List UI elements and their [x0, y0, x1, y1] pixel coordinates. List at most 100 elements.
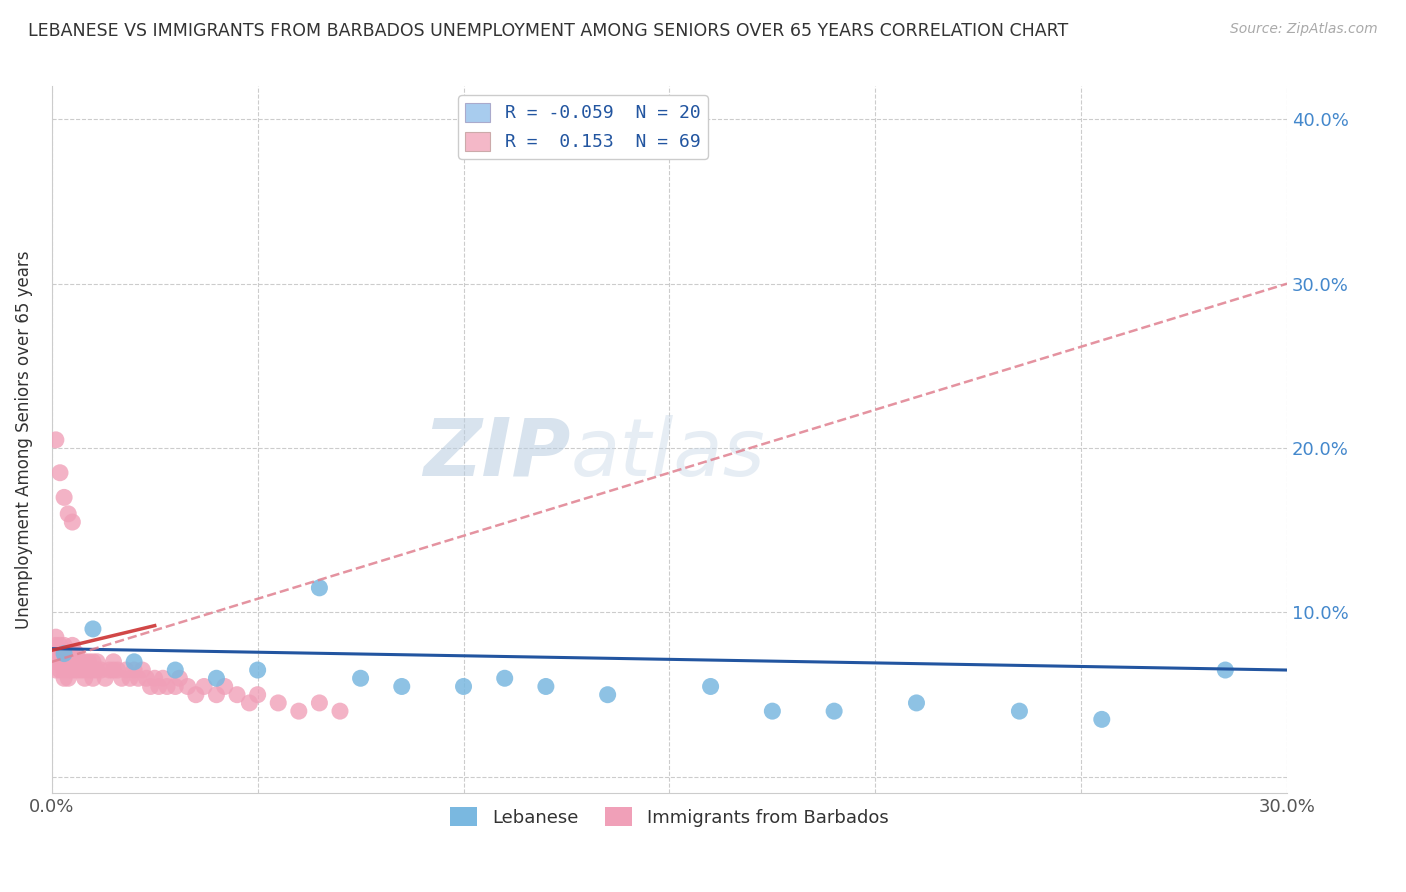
Point: [453, 680, 475, 694]
Point: [193, 680, 215, 694]
Point: [349, 671, 371, 685]
Point: [58, 663, 80, 677]
Point: [329, 704, 352, 718]
Point: [148, 680, 170, 694]
Point: [77, 663, 100, 677]
Point: [267, 696, 290, 710]
Point: [53, 647, 76, 661]
Point: [45, 655, 67, 669]
Point: [45, 630, 67, 644]
Point: [53, 647, 76, 661]
Point: [308, 696, 330, 710]
Point: [131, 663, 153, 677]
Point: [82, 655, 104, 669]
Point: [699, 680, 721, 694]
Point: [1008, 704, 1031, 718]
Point: [94, 671, 117, 685]
Point: [69, 663, 91, 677]
Point: [82, 663, 104, 677]
Point: [58, 647, 80, 661]
Point: [65, 647, 87, 661]
Point: [65, 663, 87, 677]
Point: [45, 663, 67, 677]
Point: [49, 663, 72, 677]
Point: [122, 655, 145, 669]
Point: [53, 671, 76, 685]
Point: [143, 671, 166, 685]
Text: LEBANESE VS IMMIGRANTS FROM BARBADOS UNEMPLOYMENT AMONG SENIORS OVER 65 YEARS CO: LEBANESE VS IMMIGRANTS FROM BARBADOS UNE…: [28, 22, 1069, 40]
Point: [238, 696, 260, 710]
Point: [494, 671, 516, 685]
Point: [169, 671, 191, 685]
Point: [596, 688, 619, 702]
Point: [288, 704, 311, 718]
Point: [49, 655, 72, 669]
Point: [90, 663, 112, 677]
Point: [60, 639, 83, 653]
Text: Source: ZipAtlas.com: Source: ZipAtlas.com: [1230, 22, 1378, 37]
Point: [226, 688, 249, 702]
Point: [391, 680, 413, 694]
Point: [58, 671, 80, 685]
Point: [761, 704, 783, 718]
Point: [152, 671, 174, 685]
Point: [65, 655, 87, 669]
Text: atlas: atlas: [571, 415, 765, 493]
Point: [534, 680, 557, 694]
Point: [823, 704, 845, 718]
Point: [53, 663, 76, 677]
Point: [107, 663, 129, 677]
Point: [905, 696, 928, 710]
Point: [1091, 712, 1114, 726]
Point: [103, 655, 125, 669]
Point: [45, 647, 67, 661]
Point: [214, 680, 236, 694]
Point: [165, 663, 187, 677]
Point: [98, 663, 121, 677]
Point: [86, 663, 108, 677]
Point: [69, 655, 91, 669]
Y-axis label: Unemployment Among Seniors over 65 years: Unemployment Among Seniors over 65 years: [15, 251, 32, 629]
Point: [165, 680, 187, 694]
Point: [60, 647, 83, 661]
Legend: Lebanese, Immigrants from Barbados: Lebanese, Immigrants from Barbados: [443, 800, 896, 834]
Point: [53, 639, 76, 653]
Point: [139, 680, 162, 694]
Point: [205, 688, 228, 702]
Point: [58, 655, 80, 669]
Text: ZIP: ZIP: [423, 415, 571, 493]
Point: [73, 671, 96, 685]
Point: [45, 433, 67, 447]
Point: [53, 491, 76, 505]
Point: [82, 671, 104, 685]
Point: [135, 671, 157, 685]
Point: [49, 647, 72, 661]
Point: [49, 466, 72, 480]
Point: [1213, 663, 1236, 677]
Point: [45, 639, 67, 653]
Point: [73, 663, 96, 677]
Point: [73, 655, 96, 669]
Point: [308, 581, 330, 595]
Point: [111, 671, 134, 685]
Point: [53, 655, 76, 669]
Point: [176, 680, 198, 694]
Point: [103, 663, 125, 677]
Point: [115, 663, 138, 677]
Point: [60, 663, 83, 677]
Point: [77, 655, 100, 669]
Point: [127, 671, 149, 685]
Point: [82, 622, 104, 636]
Point: [246, 688, 269, 702]
Point: [184, 688, 207, 702]
Point: [156, 680, 179, 694]
Point: [58, 507, 80, 521]
Point: [60, 515, 83, 529]
Point: [49, 639, 72, 653]
Point: [60, 655, 83, 669]
Point: [86, 655, 108, 669]
Point: [122, 663, 145, 677]
Point: [246, 663, 269, 677]
Point: [118, 671, 141, 685]
Point: [205, 671, 228, 685]
